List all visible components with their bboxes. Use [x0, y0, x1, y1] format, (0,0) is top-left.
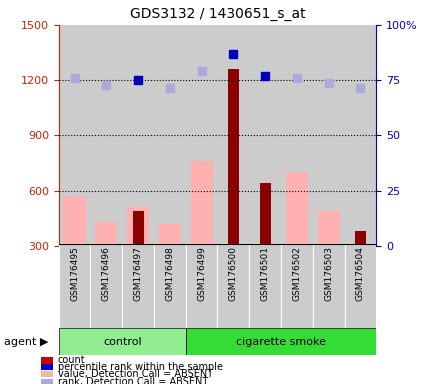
- Bar: [90, 244, 122, 328]
- Bar: [185, 25, 217, 246]
- Text: GSM176495: GSM176495: [70, 247, 79, 301]
- Bar: [185, 328, 375, 355]
- Point: [103, 82, 109, 88]
- Point: [198, 68, 205, 74]
- Text: GSM176503: GSM176503: [323, 247, 332, 301]
- Bar: [41, 364, 53, 371]
- Text: GSM176497: GSM176497: [133, 247, 142, 301]
- Point: [135, 77, 141, 83]
- Bar: [344, 25, 375, 246]
- Bar: [312, 25, 344, 246]
- Text: GSM176498: GSM176498: [165, 247, 174, 301]
- Bar: [127, 207, 149, 246]
- Bar: [249, 25, 280, 246]
- Text: GSM176500: GSM176500: [228, 247, 237, 301]
- Bar: [280, 25, 312, 246]
- Text: agent ▶: agent ▶: [4, 337, 49, 347]
- Text: count: count: [57, 355, 85, 366]
- Bar: [354, 231, 365, 246]
- Bar: [344, 244, 375, 328]
- Bar: [41, 379, 53, 384]
- Bar: [154, 244, 185, 328]
- Text: value, Detection Call = ABSENT: value, Detection Call = ABSENT: [57, 369, 212, 379]
- Bar: [122, 244, 154, 328]
- Bar: [95, 222, 117, 246]
- Text: GSM176504: GSM176504: [355, 247, 364, 301]
- Point: [71, 75, 78, 81]
- Bar: [190, 161, 212, 246]
- Bar: [63, 196, 85, 246]
- Text: cigarette smoke: cigarette smoke: [236, 337, 325, 347]
- Bar: [217, 25, 249, 246]
- Bar: [249, 244, 280, 328]
- Bar: [59, 25, 90, 246]
- Text: percentile rank within the sample: percentile rank within the sample: [57, 362, 222, 372]
- Bar: [158, 223, 181, 246]
- Title: GDS3132 / 1430651_s_at: GDS3132 / 1430651_s_at: [129, 7, 305, 21]
- Bar: [317, 211, 339, 246]
- Point: [229, 51, 236, 58]
- Point: [166, 85, 173, 91]
- Point: [356, 85, 363, 91]
- Text: GSM176502: GSM176502: [292, 247, 301, 301]
- Text: GSM176501: GSM176501: [260, 247, 269, 301]
- Bar: [132, 211, 143, 246]
- Text: rank, Detection Call = ABSENT: rank, Detection Call = ABSENT: [57, 377, 207, 384]
- Point: [293, 75, 299, 81]
- Point: [324, 80, 332, 86]
- Bar: [41, 357, 53, 364]
- Bar: [285, 172, 307, 246]
- Bar: [217, 244, 249, 328]
- Bar: [312, 244, 344, 328]
- Bar: [227, 69, 238, 246]
- Bar: [122, 25, 154, 246]
- Bar: [154, 25, 185, 246]
- Bar: [90, 25, 122, 246]
- Bar: [185, 244, 217, 328]
- Bar: [259, 183, 270, 246]
- Point: [261, 73, 268, 79]
- Bar: [59, 244, 90, 328]
- Text: GSM176496: GSM176496: [102, 247, 111, 301]
- Bar: [280, 244, 312, 328]
- Text: control: control: [103, 337, 141, 347]
- Bar: [41, 371, 53, 377]
- Bar: [59, 328, 185, 355]
- Text: GSM176499: GSM176499: [197, 247, 206, 301]
